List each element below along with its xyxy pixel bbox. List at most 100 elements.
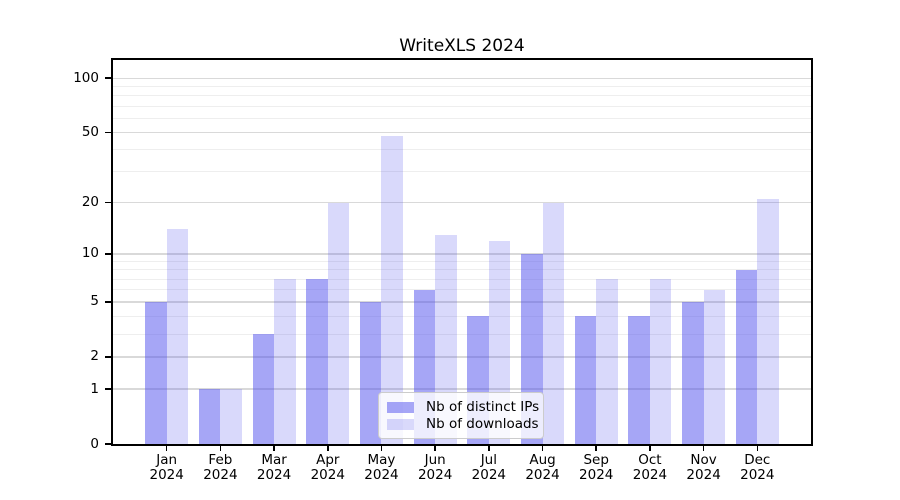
major-gridline	[113, 77, 811, 79]
minor-gridline	[113, 269, 811, 271]
x-tick-month: Sep	[583, 452, 609, 468]
major-gridline	[113, 131, 811, 133]
x-tick-year: 2024	[632, 467, 668, 483]
y-axis-tick-label: 1	[90, 380, 99, 397]
major-gridline	[113, 202, 811, 204]
x-tick-month: Jul	[480, 452, 497, 468]
minor-gridline	[113, 289, 811, 291]
minor-gridline	[113, 117, 811, 119]
legend-item: Nb of downloads	[379, 416, 543, 432]
major-gridline	[113, 356, 811, 358]
y-axis-tick-label: 0	[90, 435, 99, 452]
x-tick-month: Nov	[690, 452, 717, 468]
bar-downloads-oct	[649, 279, 672, 444]
x-tick-year: 2024	[471, 467, 507, 483]
bar-downloads-feb	[220, 389, 242, 444]
x-tick-month: Oct	[638, 452, 662, 468]
minor-gridline	[113, 171, 811, 173]
y-axis-tick	[105, 253, 113, 255]
x-axis-tick	[165, 446, 168, 451]
y-axis-tick	[105, 356, 113, 358]
x-tick-month: Mar	[261, 452, 287, 468]
legend-item: Nb of distinct IPs	[379, 399, 543, 415]
y-axis-tick	[105, 301, 113, 303]
x-tick-month: Jun	[424, 452, 446, 468]
bar-distinct-ips-apr	[306, 279, 328, 444]
bar-downloads-mar	[274, 279, 296, 444]
y-axis-tick-label: 20	[81, 194, 99, 211]
y-axis-tick	[105, 77, 113, 79]
bar-distinct-ips-may	[359, 302, 382, 444]
x-axis-tick	[541, 446, 544, 451]
minor-gridline	[113, 95, 811, 97]
y-axis-tick	[105, 388, 113, 390]
plot-area	[111, 58, 813, 446]
x-tick-month: Apr	[316, 452, 340, 468]
y-axis-tick-label: 5	[90, 293, 99, 310]
x-tick-month: Jan	[156, 452, 178, 468]
y-axis-tick	[105, 131, 113, 134]
bar-downloads-sep	[596, 279, 618, 444]
bar-distinct-ips-feb	[198, 389, 221, 444]
x-axis-tick-label: May 2024	[352, 453, 410, 483]
x-tick-month: Feb	[208, 452, 233, 468]
x-axis-tick	[380, 446, 383, 451]
x-axis-tick-label: Oct 2024	[621, 453, 679, 483]
x-tick-year: 2024	[740, 467, 775, 483]
y-axis-tick	[105, 201, 113, 204]
minor-gridline	[113, 315, 811, 317]
legend: Nb of distinct IPs Nb of downloads	[378, 392, 544, 439]
bar-downloads-nov	[703, 289, 726, 444]
x-tick-month: Dec	[744, 452, 771, 468]
bar-distinct-ips-oct	[628, 316, 650, 444]
bar-downloads-jan	[166, 229, 189, 444]
x-tick-year: 2024	[149, 467, 184, 483]
minor-gridline	[113, 105, 811, 107]
x-axis-tick-label: Jun 2024	[406, 453, 464, 483]
x-axis-tick	[649, 446, 651, 451]
x-axis-tick-label: Jan 2024	[138, 453, 196, 483]
x-axis-tick-label: Nov 2024	[675, 453, 733, 483]
bar-distinct-ips-jan	[145, 302, 167, 444]
x-axis-tick	[702, 446, 705, 451]
bar-downloads-may	[381, 135, 403, 444]
x-tick-year: 2024	[203, 467, 238, 483]
major-gridline	[113, 253, 811, 255]
x-axis-tick-label: Dec 2024	[728, 453, 786, 483]
x-axis-tick	[434, 446, 436, 451]
x-axis-tick	[595, 446, 597, 451]
x-axis-tick-label: Feb 2024	[191, 453, 249, 483]
legend-swatch-distinct-ips	[387, 401, 414, 413]
minor-gridline	[113, 85, 811, 87]
x-tick-year: 2024	[525, 467, 560, 483]
y-axis-tick	[105, 443, 113, 445]
x-tick-year: 2024	[310, 467, 345, 483]
bar-downloads-aug	[542, 202, 565, 444]
x-axis-tick	[488, 446, 490, 451]
x-tick-year: 2024	[686, 467, 721, 483]
major-gridline	[113, 388, 811, 390]
y-axis-tick-label: 2	[90, 348, 99, 365]
bar-distinct-ips-dec	[735, 269, 758, 444]
y-axis-tick-label: 50	[81, 123, 99, 140]
bar-distinct-ips-mar	[252, 334, 275, 444]
x-axis-tick	[327, 446, 329, 451]
minor-gridline	[113, 278, 811, 280]
y-axis-tick-label: 10	[81, 245, 99, 262]
y-axis-tick-label: 100	[73, 69, 99, 86]
legend-swatch-downloads	[387, 418, 414, 430]
x-tick-year: 2024	[417, 467, 453, 483]
minor-gridline	[113, 149, 811, 151]
x-axis-tick-label: Aug 2024	[514, 453, 572, 483]
bar-downloads-dec	[757, 199, 779, 444]
x-tick-year: 2024	[256, 467, 292, 483]
x-tick-month: May	[367, 452, 396, 468]
major-gridline	[113, 301, 811, 303]
x-tick-year: 2024	[364, 467, 399, 483]
x-tick-year: 2024	[579, 467, 614, 483]
legend-label: Nb of downloads	[426, 416, 539, 432]
x-axis-tick-label: Apr 2024	[299, 453, 357, 483]
x-axis-tick	[219, 446, 222, 451]
legend-label: Nb of distinct IPs	[426, 399, 540, 415]
